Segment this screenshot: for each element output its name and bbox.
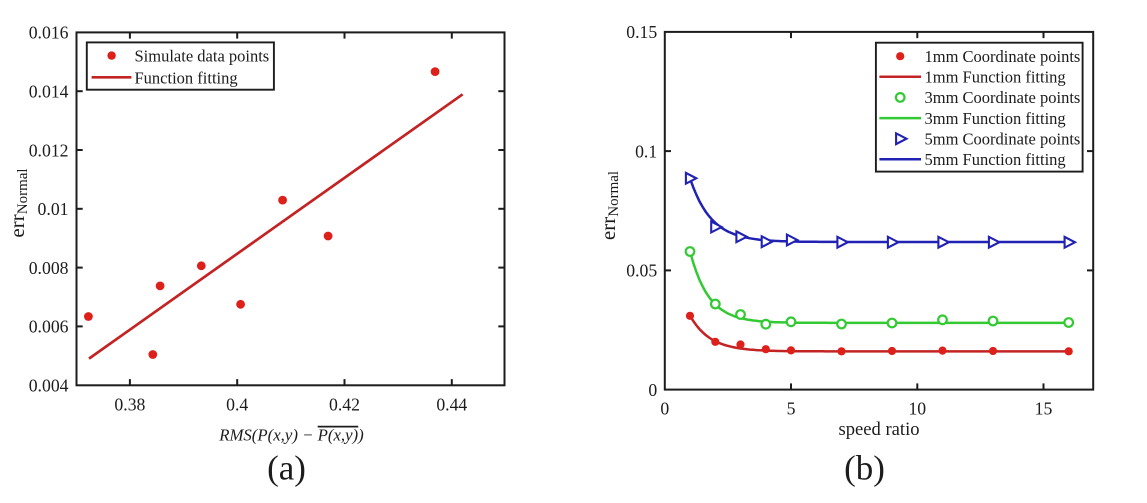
svg-text:0.014: 0.014 [29,82,69,102]
svg-text:Simulate data points: Simulate data points [135,47,270,66]
svg-text:0.1: 0.1 [635,141,657,161]
svg-text:10: 10 [908,399,926,419]
svg-text:1mm Coordinate points: 1mm Coordinate points [925,47,1081,66]
svg-text:0.42: 0.42 [329,394,360,414]
svg-text:0.008: 0.008 [29,258,69,278]
svg-text:3mm Coordinate points: 3mm Coordinate points [925,88,1081,107]
svg-text:0.004: 0.004 [29,376,69,396]
svg-text:5mm Coordinate points: 5mm Coordinate points [925,129,1081,148]
svg-text:0.012: 0.012 [29,140,69,160]
svg-text:0.15: 0.15 [626,22,657,42]
svg-text:0.4: 0.4 [226,394,248,414]
svg-text:3mm Function fitting: 3mm Function fitting [925,109,1066,128]
svg-text:5: 5 [787,399,796,419]
svg-text:RMS(P(x,y) − P(x,y)): RMS(P(x,y) − P(x,y)) [218,425,364,444]
svg-text:15: 15 [1035,399,1053,419]
svg-text:0: 0 [648,380,657,400]
svg-text:0.05: 0.05 [626,261,657,281]
svg-text:0.016: 0.016 [29,23,69,43]
svg-text:0.006: 0.006 [29,317,69,337]
svg-text:0.44: 0.44 [436,394,467,414]
svg-text:1mm Function fitting: 1mm Function fitting [925,68,1066,87]
svg-text:Function fitting: Function fitting [135,68,238,87]
svg-text:0: 0 [660,399,669,419]
svg-text:5mm Function fitting: 5mm Function fitting [925,150,1066,169]
svg-text:0.38: 0.38 [114,394,145,414]
svg-text:(b): (b) [844,449,885,488]
svg-text:speed ratio: speed ratio [838,419,919,440]
svg-text:0.01: 0.01 [38,199,69,219]
svg-text:(a): (a) [267,449,306,488]
